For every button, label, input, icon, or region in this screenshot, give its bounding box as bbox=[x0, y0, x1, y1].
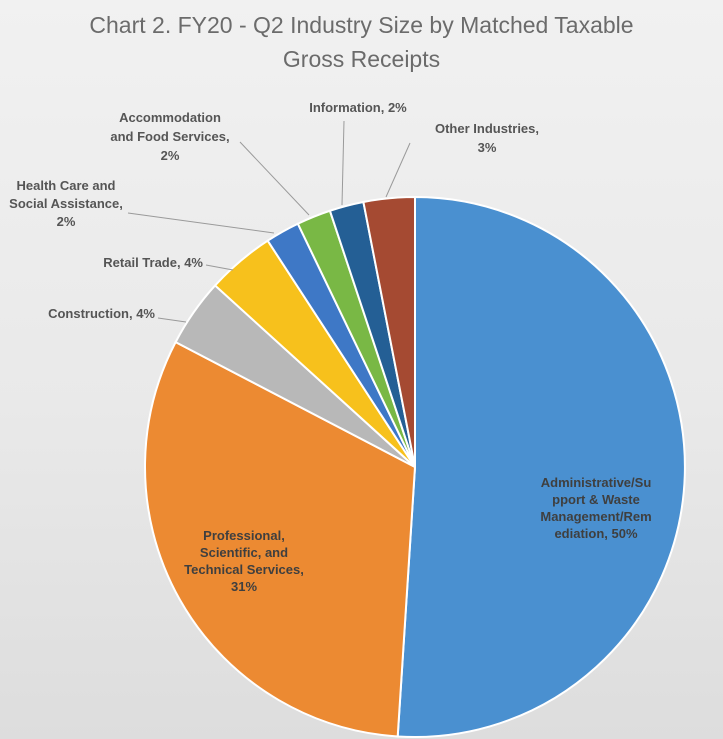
chart-title-line-2: Gross Receipts bbox=[282, 46, 441, 72]
leader-line bbox=[205, 264, 234, 271]
pie-slice-administrative-support-waste-management-remediation bbox=[396, 195, 686, 738]
slice-label: Other Industries, 3% bbox=[435, 121, 539, 155]
slice-label-line: Accommodation bbox=[119, 110, 221, 125]
slice-label-line: pport & Waste bbox=[552, 492, 640, 507]
slice-labels: Administrative/Su pport & Waste Management… bbox=[9, 100, 651, 594]
slice-label: Professional, Scientific, and Technical Se… bbox=[184, 528, 304, 594]
slice-label-line: 2% bbox=[161, 148, 180, 163]
slice-label-line: Social Assistance, bbox=[9, 196, 123, 211]
slice-label-line: 31% bbox=[231, 579, 257, 594]
leader-lines bbox=[127, 120, 411, 323]
slice-label: Administrative/Su pport & Waste Management… bbox=[540, 475, 651, 541]
leader-line bbox=[385, 142, 411, 198]
slice-label: Retail Trade, 4% bbox=[103, 255, 203, 270]
slice-label: Health Care and Social Assistance, 2% bbox=[9, 178, 123, 229]
leader-line bbox=[127, 212, 275, 234]
slice-label-line: Technical Services, bbox=[184, 562, 304, 577]
slice-label-line: Retail Trade, 4% bbox=[103, 255, 203, 270]
leader-line bbox=[157, 317, 187, 323]
slice-label-line: 2% bbox=[57, 214, 76, 229]
slice-label: Accommodation and Food Services, 2% bbox=[110, 110, 229, 163]
slice-label-line: Administrative/Su bbox=[541, 475, 652, 490]
pie-slice-other-industries bbox=[362, 195, 416, 468]
chart-title-line-1: Chart 2. FY20 - Q2 Industry Size by Matc… bbox=[89, 12, 634, 38]
slice-label-line: Professional, bbox=[203, 528, 285, 543]
slice-label-line: Management/Rem bbox=[540, 509, 651, 524]
slice-label-line: Health Care and bbox=[17, 178, 116, 193]
pie-slice-professional-scientific-and-technical-services bbox=[144, 340, 417, 738]
slice-label-line: Information, 2% bbox=[309, 100, 407, 115]
slice-label-line: and Food Services, bbox=[110, 129, 229, 144]
slice-label-line: Scientific, and bbox=[200, 545, 288, 560]
slice-label-line: 3% bbox=[478, 140, 497, 155]
slice-label-line: ediation, 50% bbox=[554, 526, 638, 541]
pie-slices bbox=[144, 195, 686, 738]
slice-label-line: Other Industries, bbox=[435, 121, 539, 136]
slice-label: Construction, 4% bbox=[48, 306, 155, 321]
chart-title: Chart 2. FY20 - Q2 Industry Size by Matc… bbox=[0, 8, 723, 76]
leader-line bbox=[341, 120, 345, 206]
slice-label: Information, 2% bbox=[309, 100, 407, 115]
slice-label-line: Construction, 4% bbox=[48, 306, 155, 321]
leader-line bbox=[239, 141, 310, 216]
